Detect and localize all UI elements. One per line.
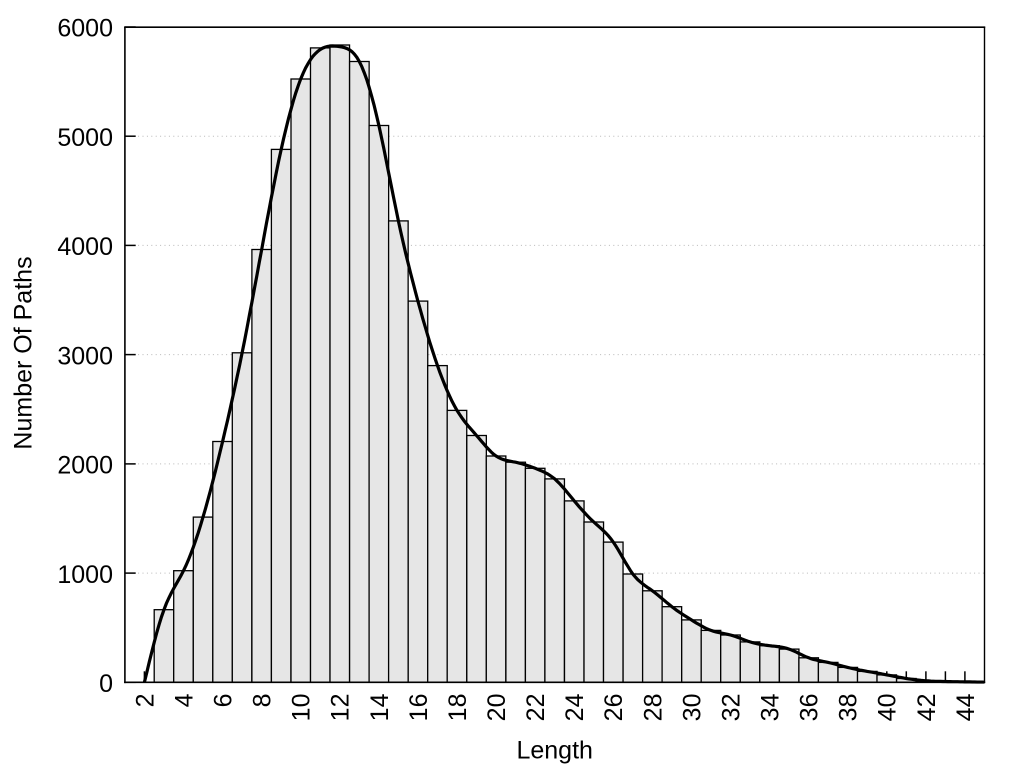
- svg-text:44: 44: [952, 693, 980, 721]
- svg-text:40: 40: [874, 694, 902, 722]
- svg-text:4000: 4000: [57, 233, 113, 261]
- svg-text:4: 4: [170, 693, 198, 707]
- svg-text:38: 38: [835, 694, 863, 722]
- svg-text:Number Of Paths: Number Of Paths: [10, 256, 38, 449]
- svg-text:5000: 5000: [57, 124, 113, 152]
- svg-text:10: 10: [288, 694, 316, 722]
- svg-text:6000: 6000: [57, 15, 113, 43]
- svg-text:3000: 3000: [57, 342, 113, 370]
- svg-text:30: 30: [678, 694, 706, 722]
- svg-text:22: 22: [522, 694, 550, 722]
- svg-text:6: 6: [210, 694, 238, 708]
- svg-text:32: 32: [717, 694, 745, 722]
- svg-text:42: 42: [913, 694, 941, 722]
- svg-text:18: 18: [444, 694, 472, 722]
- svg-text:36: 36: [796, 694, 824, 722]
- svg-text:26: 26: [600, 694, 628, 722]
- svg-text:16: 16: [405, 694, 433, 722]
- svg-text:0: 0: [99, 670, 113, 698]
- svg-text:24: 24: [561, 693, 589, 721]
- svg-text:2: 2: [131, 694, 159, 708]
- svg-text:8: 8: [249, 694, 277, 708]
- svg-text:12: 12: [327, 694, 355, 722]
- svg-text:28: 28: [639, 694, 667, 722]
- svg-text:2000: 2000: [57, 452, 113, 480]
- svg-text:34: 34: [757, 693, 785, 721]
- svg-text:20: 20: [483, 694, 511, 722]
- svg-text:1000: 1000: [57, 561, 113, 589]
- svg-text:Length: Length: [516, 736, 592, 764]
- svg-text:14: 14: [366, 693, 394, 721]
